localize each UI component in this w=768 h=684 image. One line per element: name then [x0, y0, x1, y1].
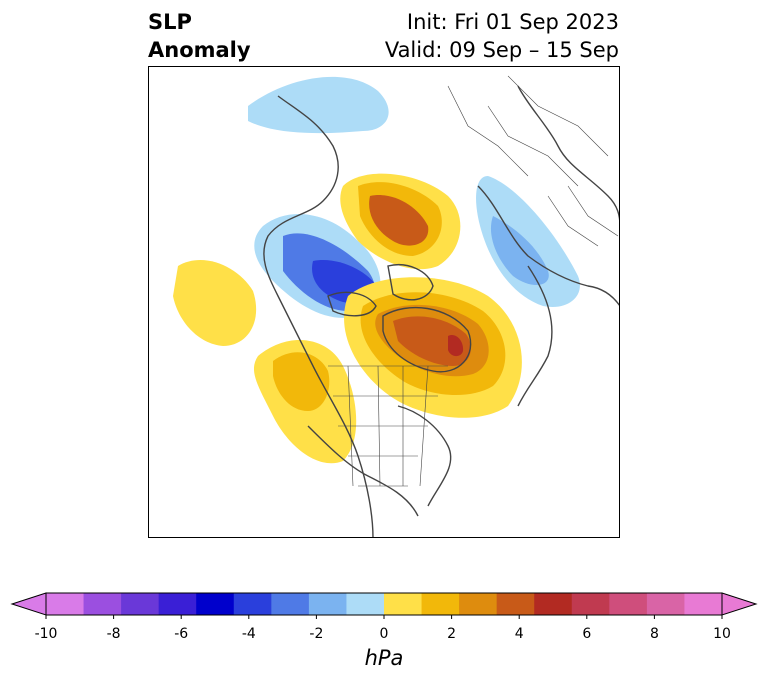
colorbar-segment — [571, 593, 610, 615]
colorbar-segment — [308, 593, 347, 615]
colorbar-segment — [46, 593, 85, 615]
colorbar-segment — [459, 593, 498, 615]
colorbar-tick-label: -2 — [309, 626, 323, 642]
title-left: SLP Anomaly — [148, 8, 251, 64]
colorbar-segment — [496, 593, 535, 615]
anomaly-map — [148, 66, 620, 538]
colorbar-tick-label: 4 — [515, 626, 524, 642]
colorbar-tick-label: 8 — [650, 626, 659, 642]
colorbar-tick-label: -6 — [174, 626, 188, 642]
colorbar-extend-low — [10, 592, 47, 616]
political-borders — [328, 75, 619, 487]
colorbar-tick-label: -8 — [107, 626, 121, 642]
coastlines — [263, 85, 620, 538]
colorbar-unit: hPa — [364, 646, 404, 670]
colorbar-segments — [10, 592, 758, 616]
colorbar-segment — [421, 593, 460, 615]
map-border — [148, 66, 620, 538]
colorbar-segment — [121, 593, 160, 615]
colorbar-segment — [346, 593, 385, 615]
colorbar-tick-label: -4 — [242, 626, 256, 642]
title-anomaly: Anomaly — [148, 38, 251, 62]
colorbar-tick-label: 2 — [447, 626, 456, 642]
colorbar-extend-high — [721, 592, 758, 616]
colorbar-tick-label: 6 — [582, 626, 591, 642]
colorbar-segment — [646, 593, 685, 615]
colorbar-segment — [271, 593, 310, 615]
colorbar-segment — [609, 593, 648, 615]
init-date: Init: Fri 01 Sep 2023 — [406, 10, 619, 34]
colorbar-tick-label: 0 — [380, 626, 389, 642]
colorbar-segment — [534, 593, 573, 615]
colorbar-segment — [684, 593, 723, 615]
colorbar-tick-label: -10 — [35, 626, 58, 642]
title-variable: SLP — [148, 10, 192, 34]
colorbar-segment — [196, 593, 235, 615]
valid-range: Valid: 09 Sep – 15 Sep — [384, 38, 619, 62]
colorbar-tick-label: 10 — [713, 626, 731, 642]
title-right: Init: Fri 01 Sep 2023 Valid: 09 Sep – 15… — [385, 8, 619, 64]
colorbar-segment — [384, 593, 423, 615]
colorbar-segment — [158, 593, 197, 615]
colorbar-segment — [83, 593, 122, 615]
colorbar-segment — [233, 593, 272, 615]
colorbar: -10 -8 -6 -4 -2 0 2 4 6 8 10 — [10, 592, 758, 642]
colorbar-ticks: -10 -8 -6 -4 -2 0 2 4 6 8 10 — [35, 615, 731, 642]
